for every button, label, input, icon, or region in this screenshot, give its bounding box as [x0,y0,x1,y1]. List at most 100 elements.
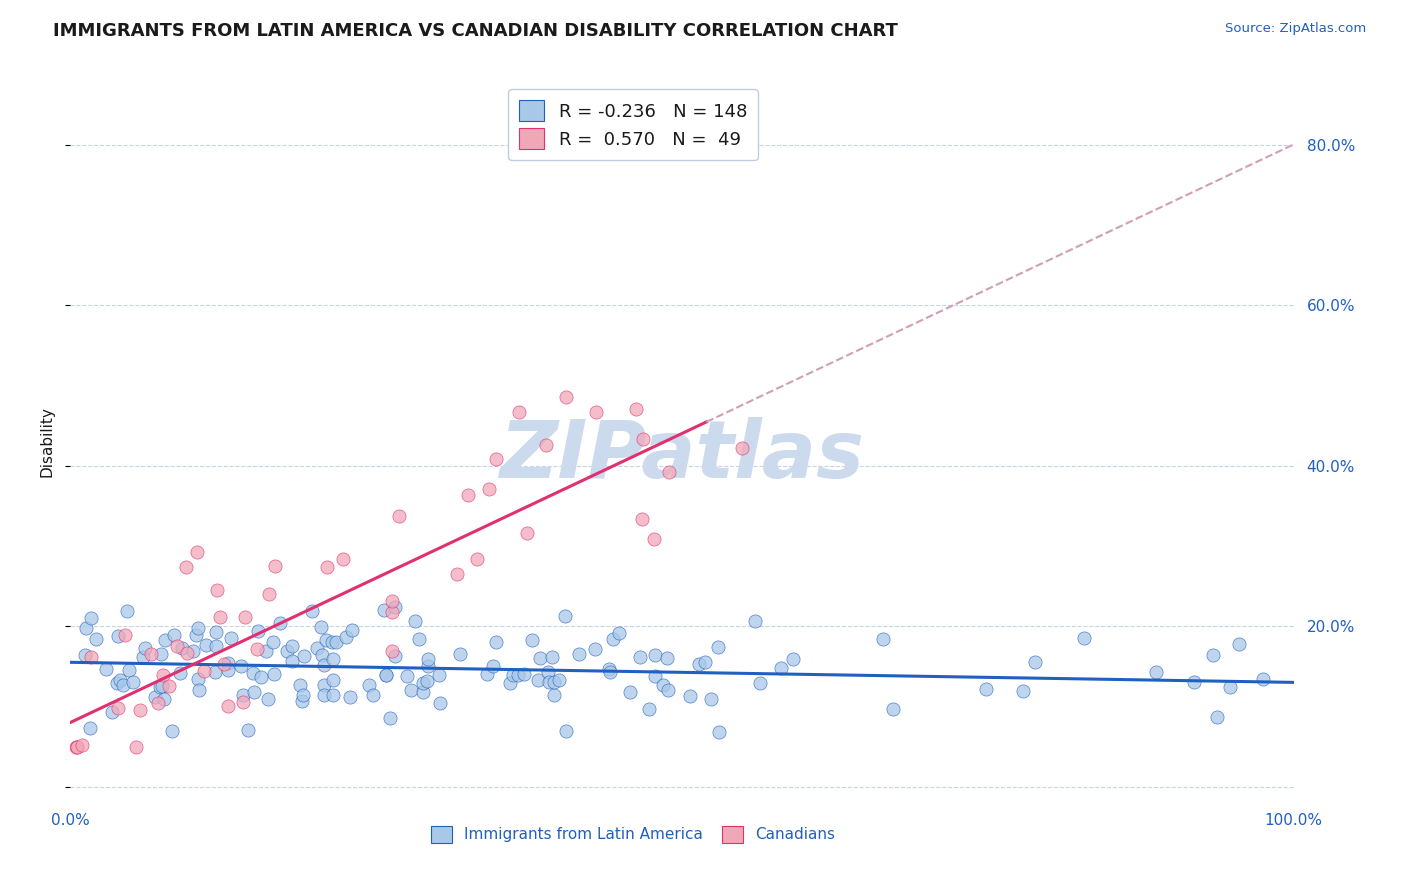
Point [374,668,396,682]
Point [152,667,174,681]
Point [263,667,285,681]
Point [263,558,285,573]
Legend: Immigrants from Latin America, Canadians: Immigrants from Latin America, Canadians [425,820,841,849]
Point [449,648,471,662]
Point [700,692,723,706]
Point [482,658,505,673]
Point [229,658,252,673]
Point [65,739,87,754]
Point [477,667,499,681]
Point [974,682,997,697]
Point [1073,631,1095,645]
Point [315,560,337,574]
Point [186,545,208,559]
Point [236,723,259,737]
Point [529,651,551,665]
Point [184,628,207,642]
Point [153,632,176,647]
Point [207,583,229,598]
Point [162,628,184,642]
Point [357,678,380,692]
Point [384,600,406,615]
Point [243,685,266,699]
Point [782,651,804,665]
Point [502,668,524,682]
Point [485,452,508,467]
Point [384,648,406,663]
Point [157,679,180,693]
Point [170,640,193,655]
Point [339,690,361,704]
Point [693,655,716,669]
Point [429,696,451,710]
Point [378,711,401,725]
Point [73,648,96,662]
Point [631,432,654,446]
Point [637,702,659,716]
Point [242,666,264,681]
Point [146,696,169,710]
Point [416,659,439,673]
Point [598,663,620,677]
Point [160,724,183,739]
Point [322,651,344,665]
Point [335,630,357,644]
Point [457,487,479,501]
Point [644,648,666,662]
Point [585,405,607,419]
Point [96,662,118,676]
Point [205,640,228,654]
Point [212,657,235,672]
Point [269,616,291,631]
Point [314,678,336,692]
Point [122,674,145,689]
Point [232,688,254,702]
Point [176,560,198,574]
Point [381,593,404,607]
Point [658,465,681,479]
Point [79,721,101,735]
Point [1227,637,1250,651]
Point [107,629,129,643]
Point [534,438,557,452]
Point [485,635,508,649]
Point [527,673,550,687]
Point [72,739,94,753]
Point [221,632,243,646]
Point [125,739,148,754]
Point [291,694,314,708]
Point [250,670,273,684]
Point [108,673,131,687]
Point [233,609,256,624]
Point [217,698,239,713]
Point [193,664,215,678]
Point [301,604,323,618]
Point [66,739,89,754]
Point [100,705,122,719]
Point [361,688,384,702]
Point [619,685,641,699]
Text: IMMIGRANTS FROM LATIN AMERICA VS CANADIAN DISABILITY CORRELATION CHART: IMMIGRANTS FROM LATIN AMERICA VS CANADIA… [53,22,898,40]
Point [408,632,430,647]
Point [217,656,239,670]
Point [554,608,576,623]
Point [416,652,439,666]
Point [373,602,395,616]
Point [548,673,571,687]
Y-axis label: Disability: Disability [39,406,55,477]
Point [128,703,150,717]
Point [748,676,770,690]
Point [111,678,134,692]
Point [149,647,172,661]
Point [107,701,129,715]
Text: Source: ZipAtlas.com: Source: ZipAtlas.com [1226,22,1367,36]
Point [540,649,562,664]
Point [322,688,344,702]
Point [374,668,396,682]
Point [188,683,211,698]
Point [513,667,536,681]
Point [599,665,621,679]
Point [555,724,578,739]
Point [187,621,209,635]
Point [388,508,411,523]
